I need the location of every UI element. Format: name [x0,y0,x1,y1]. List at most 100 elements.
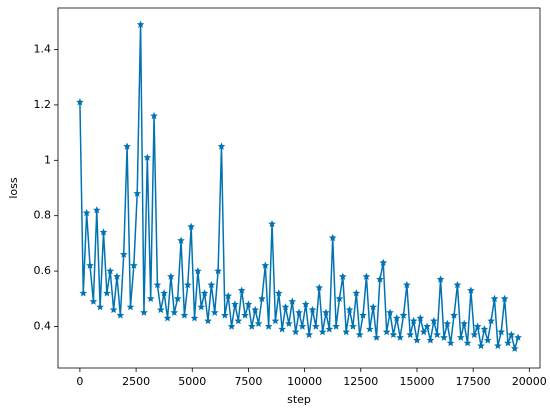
point-marker [352,289,361,297]
point-marker [298,322,307,330]
point-marker [494,341,502,350]
point-marker [483,336,492,344]
x-tick-label: 12500 [343,375,378,388]
point-marker [419,328,428,336]
point-marker [82,208,91,217]
point-marker [96,303,104,311]
point-marker [214,267,222,275]
point-marker [217,142,226,150]
point-marker [140,308,148,316]
point-marker [456,333,465,341]
point-marker [99,228,108,236]
point-marker [369,303,377,311]
point-marker [386,308,394,316]
point-marker [221,311,229,319]
point-marker [291,328,300,336]
point-marker [288,297,297,305]
x-tick-label: 5000 [178,375,206,388]
point-marker [497,328,506,336]
point-marker [325,325,334,333]
point-marker [295,308,303,316]
point-marker [339,272,347,280]
point-marker [376,275,384,283]
point-marker [76,98,84,106]
point-marker [332,322,340,330]
y-tick-label: 0.4 [34,319,52,332]
point-marker [123,142,131,150]
point-marker [396,333,404,341]
point-marker [153,280,162,289]
point-marker [355,330,364,339]
point-marker [463,339,472,347]
point-marker [443,319,452,327]
point-marker [264,322,273,330]
point-marker [362,272,371,280]
point-marker [207,280,216,289]
point-marker [285,319,293,327]
point-marker [89,297,98,305]
point-marker [490,294,499,303]
point-marker [113,272,121,280]
point-marker [197,303,206,311]
point-marker [318,328,327,336]
point-marker [160,289,168,297]
x-tick-label: 2500 [122,375,150,388]
y-tick-label: 1.4 [34,43,52,56]
point-marker [507,330,516,339]
point-marker [315,283,324,291]
axes-frame [57,7,541,369]
point-marker [103,289,111,297]
x-tick-label: 20000 [512,375,547,388]
point-marker [436,275,445,283]
point-marker [146,294,155,303]
point-marker [248,322,256,330]
point-marker [416,314,425,322]
point-marker [109,305,118,314]
point-marker [86,261,94,269]
x-tick-label: 0 [76,375,83,388]
point-marker [446,339,455,347]
point-marker [271,316,280,325]
point-marker [322,308,330,316]
point-marker [477,341,485,350]
point-marker [278,325,286,333]
point-marker [268,220,276,228]
x-tick-label: 17500 [456,375,491,388]
x-axis-label: step [287,393,311,406]
point-marker [470,330,479,339]
point-marker [426,336,435,344]
point-marker [450,311,458,319]
point-marker [241,311,249,319]
point-marker [200,289,209,297]
point-marker [254,319,263,327]
point-marker [190,314,199,322]
point-marker [183,280,192,289]
point-marker [433,330,441,339]
point-marker [473,322,482,330]
point-marker [170,308,179,316]
point-marker [106,267,115,275]
point-marker [261,261,270,269]
point-marker [423,322,431,330]
point-marker [301,300,310,308]
point-marker [119,250,128,258]
point-marker [308,305,317,314]
point-marker [231,300,239,308]
point-marker [116,311,125,319]
point-marker [237,286,246,294]
point-marker [79,289,88,297]
point-marker [399,311,408,319]
point-marker [392,314,401,322]
point-marker [460,319,468,327]
point-marker [312,322,320,330]
y-axis-label: loss [7,177,20,199]
point-marker [281,303,290,311]
point-marker [177,236,185,244]
point-marker [413,336,421,344]
point-marker [133,189,142,197]
point-marker [224,292,233,300]
x-tick-label: 15000 [399,375,434,388]
point-marker [359,311,367,319]
y-tick-label: 0.8 [34,209,52,222]
